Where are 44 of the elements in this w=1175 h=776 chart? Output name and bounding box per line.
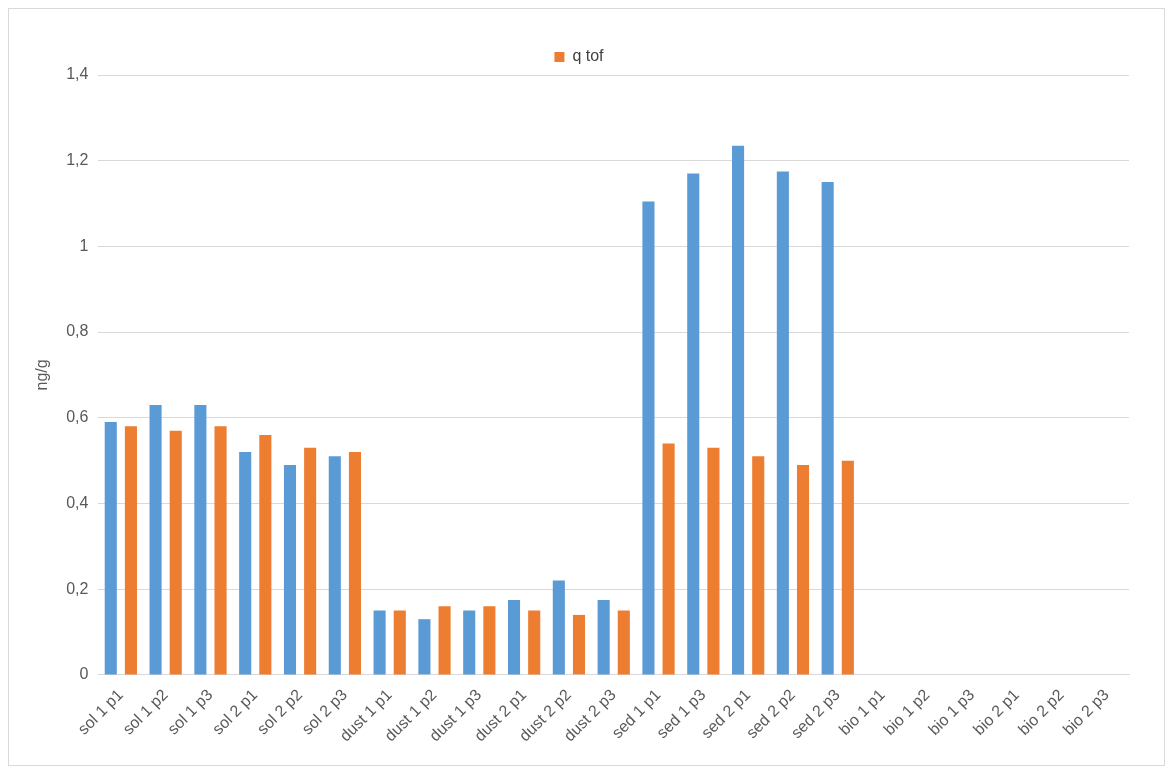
- bar: [348, 452, 362, 675]
- y-tick-label: 0,6: [66, 408, 89, 426]
- bar: [214, 426, 227, 675]
- bar: [328, 456, 341, 675]
- bar: [463, 610, 476, 675]
- bar: [104, 422, 117, 675]
- y-tick-label: 1,2: [66, 151, 89, 169]
- y-tick-label: 1,4: [66, 65, 89, 83]
- y-tick-label: 0,8: [66, 322, 89, 340]
- bar: [507, 599, 521, 675]
- bar: [752, 456, 765, 675]
- y-tick-label: 0: [79, 665, 89, 683]
- bar: [841, 460, 854, 675]
- bar: [438, 606, 451, 675]
- y-axis-title: ng/g: [33, 359, 51, 391]
- legend-label: q tof: [572, 47, 605, 65]
- bar: [418, 619, 431, 675]
- bar: [149, 404, 162, 675]
- bar: [239, 452, 252, 675]
- bar: [304, 447, 317, 675]
- bar: [373, 610, 386, 675]
- bar: [732, 145, 745, 675]
- bar: [552, 580, 565, 675]
- y-tick-label: 1: [79, 236, 89, 254]
- bar: [572, 614, 586, 675]
- bar: [707, 447, 720, 675]
- bar: [194, 404, 207, 675]
- bar: [617, 610, 630, 675]
- bar: [283, 464, 297, 675]
- bar: [687, 173, 700, 675]
- bar: [124, 426, 137, 675]
- bar: [821, 182, 834, 675]
- bar: [393, 610, 406, 675]
- y-tick-label: 0,4: [66, 493, 89, 511]
- bar: [169, 430, 182, 675]
- bar: [483, 606, 496, 675]
- bar: [776, 171, 789, 675]
- bar: [597, 599, 610, 675]
- y-tick-label: 0,2: [66, 579, 89, 597]
- bar: [796, 464, 810, 675]
- bar: [662, 443, 675, 675]
- bar: [642, 201, 655, 675]
- bar: [528, 610, 541, 675]
- bar: [259, 434, 272, 675]
